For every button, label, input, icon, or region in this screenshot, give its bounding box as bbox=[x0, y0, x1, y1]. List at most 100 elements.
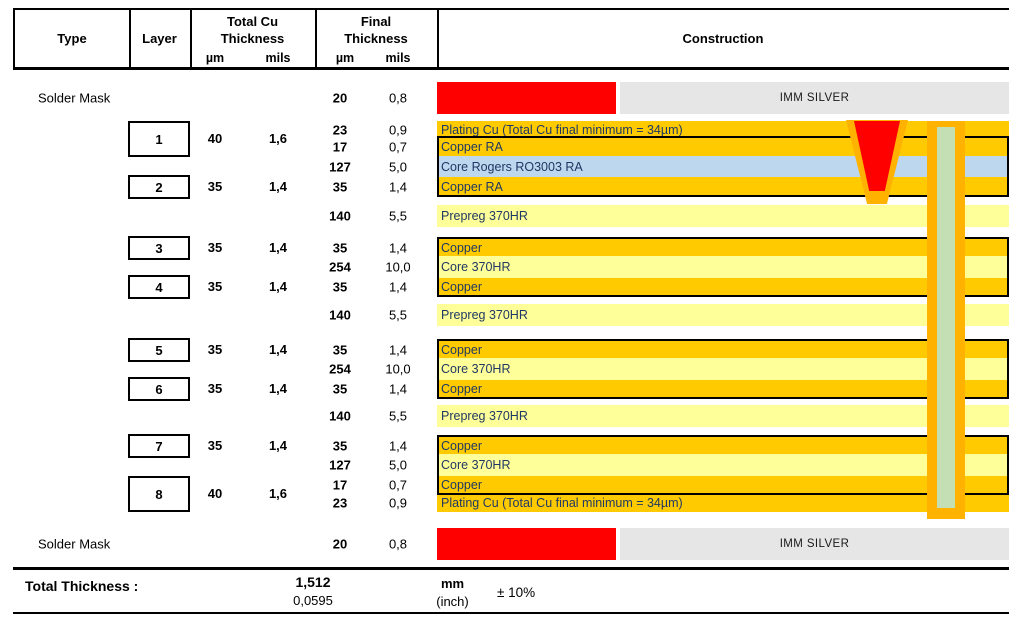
header-divider bbox=[190, 10, 192, 67]
construction-label: Prepreg 370HR bbox=[441, 409, 528, 423]
header-layer: Layer bbox=[142, 31, 177, 46]
final-um-value: 17 bbox=[332, 139, 348, 155]
construction-label: Copper bbox=[441, 438, 482, 453]
stack-row: 35 1,4 Copper bbox=[0, 239, 1009, 256]
layer-number: 6 bbox=[155, 381, 163, 397]
header-total-cu: Total Cu Thickness bbox=[190, 13, 315, 47]
layer-box: 8 bbox=[128, 476, 190, 512]
construction-band: Copper RA bbox=[437, 138, 1009, 156]
row-type-label: Solder Mask bbox=[38, 90, 111, 106]
header-final-line2: Thickness bbox=[344, 31, 408, 46]
stack-row: 23 0,9 Plating Cu (Total Cu final minimu… bbox=[0, 494, 1009, 512]
final-um-value: 35 bbox=[332, 438, 348, 453]
header-final: Final Thickness bbox=[315, 13, 437, 47]
construction-label: Core 370HR bbox=[441, 362, 511, 376]
final-um-value: 140 bbox=[329, 307, 351, 323]
footer-rule-bottom bbox=[13, 612, 1009, 614]
construction-label: Copper bbox=[441, 342, 482, 357]
construction-label: Prepreg 370HR bbox=[441, 209, 528, 223]
unit-inch-label: (inch) bbox=[436, 594, 469, 609]
layer-box: 3 bbox=[128, 236, 190, 260]
total-cu-mils-value: 1,4 bbox=[268, 240, 288, 255]
stack-row: 35 1,4 Copper bbox=[0, 341, 1009, 358]
layer-box: 6 bbox=[128, 377, 190, 401]
layer-number: 8 bbox=[155, 486, 163, 502]
final-mils-value: 0,7 bbox=[388, 477, 408, 493]
stack-row: 140 5,5 Prepreg 370HR bbox=[0, 205, 1009, 227]
final-um-value: 17 bbox=[332, 477, 348, 493]
final-mils-value: 0,8 bbox=[388, 536, 408, 552]
total-cu-um-value: 35 bbox=[207, 381, 223, 396]
final-mils-value: 0,8 bbox=[388, 90, 408, 106]
header-final-line1: Final bbox=[360, 14, 392, 29]
final-mils-value: 0,9 bbox=[388, 122, 408, 137]
surface-finish-label: IMM SILVER bbox=[779, 92, 850, 104]
total-cu-um-value: 35 bbox=[207, 279, 223, 294]
stack-row: 140 5,5 Prepreg 370HR bbox=[0, 304, 1009, 326]
final-mils-value: 1,4 bbox=[388, 438, 408, 453]
final-mils-value: 10,0 bbox=[385, 259, 411, 275]
layer-box: 2 bbox=[128, 175, 190, 199]
stack-row: 254 10,0 Core 370HR bbox=[0, 256, 1009, 278]
construction-band: Copper bbox=[437, 239, 1009, 256]
total-cu-um-value: 35 bbox=[207, 179, 223, 194]
header-type: Type bbox=[57, 31, 87, 46]
construction-label: Copper RA bbox=[441, 140, 503, 154]
construction-band: Copper bbox=[437, 278, 1009, 296]
construction-band: Core 370HR bbox=[437, 256, 1009, 278]
total-cu-mils-value: 1,4 bbox=[268, 279, 288, 294]
construction-label: Plating Cu (Total Cu final minimum = 34µ… bbox=[441, 496, 683, 510]
final-mils-value: 5,5 bbox=[388, 307, 408, 323]
header-total-cu-um: µm bbox=[205, 51, 225, 65]
final-mils-value: 0,7 bbox=[388, 139, 408, 155]
final-um-value: 20 bbox=[332, 536, 348, 552]
layer-box: 4 bbox=[128, 275, 190, 299]
final-um-value: 140 bbox=[329, 408, 351, 424]
total-cu-um-value: 40 bbox=[207, 486, 223, 501]
construction-band: Copper bbox=[437, 380, 1009, 398]
soldermask-red-block bbox=[437, 528, 616, 560]
tolerance-label: ± 10% bbox=[497, 585, 536, 600]
layer-number: 3 bbox=[155, 240, 163, 256]
construction-band: Core 370HR bbox=[437, 454, 1009, 476]
final-um-value: 127 bbox=[329, 159, 351, 174]
total-cu-mils-value: 1,4 bbox=[268, 438, 288, 453]
surface-finish-band: IMM SILVER bbox=[620, 528, 1009, 560]
layer-box: 5 bbox=[128, 338, 190, 362]
layer-box: 1 bbox=[128, 121, 190, 157]
final-mils-value: 5,5 bbox=[388, 408, 408, 424]
total-cu-mils-value: 1,4 bbox=[268, 342, 288, 357]
final-um-value: 23 bbox=[332, 495, 348, 511]
final-um-value: 35 bbox=[332, 381, 348, 397]
construction-band: Copper bbox=[437, 341, 1009, 358]
construction-band: Copper bbox=[437, 437, 1009, 454]
stack-row: 17 0,7 Copper bbox=[0, 476, 1009, 494]
construction-label: Copper bbox=[441, 382, 482, 396]
stack-row: 35 1,4 Copper bbox=[0, 278, 1009, 296]
construction-label: Copper bbox=[441, 478, 482, 492]
total-cu-mils-value: 1,6 bbox=[268, 486, 288, 501]
layer-box: 7 bbox=[128, 434, 190, 458]
construction-label: Copper RA bbox=[441, 179, 503, 194]
layer-number: 7 bbox=[155, 438, 163, 454]
construction-band: Copper RA bbox=[437, 177, 1009, 196]
layer-number: 1 bbox=[155, 131, 163, 147]
construction-band: Prepreg 370HR bbox=[437, 304, 1009, 326]
header-final-mils: mils bbox=[385, 51, 411, 65]
header-final-um: µm bbox=[335, 51, 355, 65]
final-mils-value: 1,4 bbox=[388, 240, 408, 255]
total-cu-um-value: 35 bbox=[207, 342, 223, 357]
construction-band: Plating Cu (Total Cu final minimum = 34µ… bbox=[437, 494, 1009, 512]
header-total-cu-line1: Total Cu bbox=[226, 14, 279, 29]
total-cu-um-value: 40 bbox=[207, 131, 223, 146]
total-cu-um-value: 35 bbox=[207, 438, 223, 453]
total-thickness-mm-value: 1,512 bbox=[295, 574, 331, 590]
final-um-value: 35 bbox=[332, 342, 348, 357]
stack-row: 140 5,5 Prepreg 370HR bbox=[0, 405, 1009, 427]
final-um-value: 254 bbox=[329, 259, 351, 275]
final-mils-value: 10,0 bbox=[385, 361, 411, 377]
construction-band: Plating Cu (Total Cu final minimum = 34µ… bbox=[437, 121, 1009, 138]
soldermask-row-bottom: Solder Mask 20 0,8 IMM SILVER bbox=[0, 528, 1009, 560]
construction-band: Core Rogers RO3003 RA bbox=[437, 156, 1009, 177]
